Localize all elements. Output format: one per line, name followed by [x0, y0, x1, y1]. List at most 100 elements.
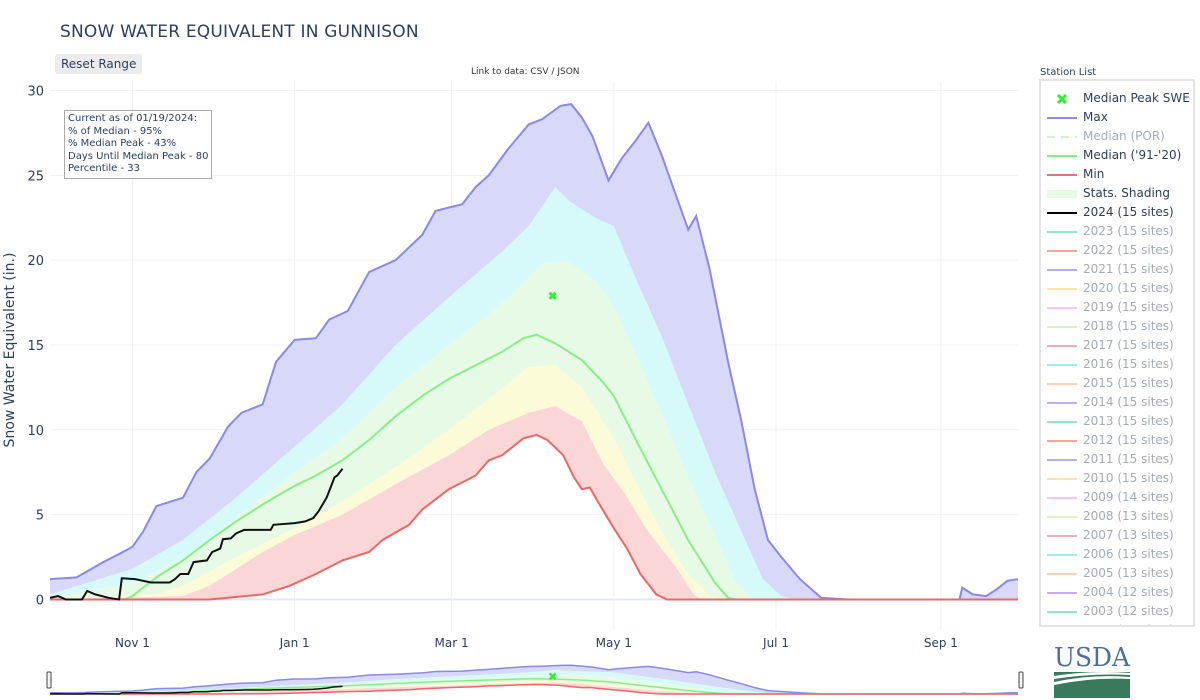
line-swatch-icon [1047, 207, 1077, 217]
legend-label: 2012 (15 sites) [1083, 432, 1174, 447]
legend-label: 2020 (15 sites) [1083, 280, 1174, 295]
legend-item[interactable]: 2007 (13 sites) [1041, 525, 1193, 544]
legend-item[interactable]: Median ('91-'20) [1041, 145, 1193, 164]
legend-label: 2018 (15 sites) [1083, 318, 1174, 333]
range-handle-left[interactable] [46, 671, 52, 689]
legend-item[interactable]: 2006 (13 sites) [1041, 544, 1193, 563]
legend-label: 2010 (15 sites) [1083, 470, 1174, 485]
json-link[interactable]: JSON [557, 67, 580, 77]
legend-item[interactable]: 2011 (15 sites) [1041, 449, 1193, 468]
legend-item[interactable]: 2017 (15 sites) [1041, 335, 1193, 354]
legend-item[interactable]: 2002 (12 sites) [1041, 620, 1193, 626]
legend-label: 2024 (15 sites) [1083, 204, 1174, 219]
legend-item[interactable]: Median Peak SWE [1041, 88, 1193, 107]
legend-label: 2003 (12 sites) [1083, 603, 1174, 618]
y-tick-label: 30 [27, 84, 44, 99]
legend-label: 2006 (13 sites) [1083, 546, 1174, 561]
legend-label: Min [1083, 166, 1105, 181]
range-median-peak-marker [548, 672, 557, 681]
line-swatch-icon [1047, 397, 1077, 407]
y-axis-ticks: 0 5 10 15 20 25 30 [27, 84, 44, 608]
legend-label: 2019 (15 sites) [1083, 299, 1174, 314]
legend-label: 2005 (13 sites) [1083, 565, 1174, 580]
legend-item[interactable]: Min [1041, 164, 1193, 183]
legend[interactable]: Median Peak SWE Max Median (POR) Median ('9… [1039, 79, 1195, 627]
legend-item[interactable]: 2016 (15 sites) [1041, 354, 1193, 373]
legend-label: 2002 (12 sites) [1083, 623, 1174, 626]
legend-label: 2007 (13 sites) [1083, 527, 1174, 542]
legend-label: Median Peak SWE [1083, 90, 1190, 105]
line-swatch-icon [1047, 264, 1077, 274]
band-p90-p70 [50, 187, 1018, 600]
legend-item[interactable]: 2018 (15 sites) [1041, 316, 1193, 335]
y-tick-label: 0 [36, 593, 44, 608]
legend-item[interactable]: 2012 (15 sites) [1041, 430, 1193, 449]
line-swatch-icon [1047, 340, 1077, 350]
legend-item[interactable]: 2013 (15 sites) [1041, 411, 1193, 430]
legend-item[interactable]: 2015 (15 sites) [1041, 373, 1193, 392]
line-swatch-icon [1047, 549, 1077, 559]
legend-item[interactable]: 2023 (15 sites) [1041, 221, 1193, 240]
legend-item[interactable]: Median (POR) [1041, 126, 1193, 145]
reset-range-button[interactable]: Reset Range [55, 54, 143, 74]
line-swatch-icon [1047, 112, 1077, 122]
legend-label: 2004 (12 sites) [1083, 584, 1174, 599]
legend-label: Median ('91-'20) [1083, 147, 1182, 162]
x-tick-label: Sep 1 [924, 636, 958, 650]
legend-item[interactable]: 2004 (12 sites) [1041, 582, 1193, 601]
legend-label: Max [1083, 109, 1108, 124]
legend-item[interactable]: 2008 (13 sites) [1041, 506, 1193, 525]
legend-label: 2023 (15 sites) [1083, 223, 1174, 238]
line-swatch-icon [1047, 492, 1077, 502]
legend-item[interactable]: Max [1041, 107, 1193, 126]
csv-link[interactable]: CSV [530, 67, 549, 77]
legend-label: 2009 (14 sites) [1083, 489, 1174, 504]
legend-item[interactable]: 2014 (15 sites) [1041, 392, 1193, 411]
legend-label: 2016 (15 sites) [1083, 356, 1174, 371]
range-median-line [50, 677, 1018, 695]
legend-item[interactable]: 2020 (15 sites) [1041, 278, 1193, 297]
series-lines [49, 103, 1019, 601]
current-as-of: Current as of 01/19/2024: [68, 113, 198, 124]
legend-label: 2008 (13 sites) [1083, 508, 1174, 523]
range-min-line [50, 683, 1018, 695]
x-tick-label: Jan 1 [279, 636, 310, 650]
legend-item[interactable]: 2024 (15 sites) [1041, 202, 1193, 221]
legend-label: 2017 (15 sites) [1083, 337, 1174, 352]
range-slider [46, 664, 1024, 695]
line-swatch-icon [1047, 511, 1077, 521]
chart-title: SNOW WATER EQUIVALENT IN GUNNISON [60, 22, 419, 42]
range-band-p90-p70 [50, 670, 1018, 694]
line-swatch-icon [1047, 359, 1077, 369]
line-swatch-icon [1047, 150, 1077, 160]
y-tick-label: 5 [36, 509, 44, 524]
legend-item[interactable]: Stats. Shading [1041, 183, 1193, 202]
line-swatch-icon [1047, 530, 1077, 540]
legend-item[interactable]: 2003 (12 sites) [1041, 601, 1193, 620]
usda-logo: USDA [1054, 643, 1131, 698]
min-line [50, 433, 1018, 601]
line-swatch-icon [1047, 321, 1077, 331]
stat-bands [50, 104, 1018, 600]
legend-label: 2015 (15 sites) [1083, 375, 1174, 390]
legend-item[interactable]: 2005 (13 sites) [1041, 563, 1193, 582]
x-tick-label: Jul 1 [762, 636, 789, 650]
x-tick-label: Mar 1 [435, 636, 469, 650]
range-max-line [49, 664, 1019, 695]
percent-median-peak: % Median Peak - 43% [68, 138, 177, 149]
range-current-line [49, 685, 343, 695]
line-swatch-icon [1047, 625, 1077, 626]
legend-item[interactable]: 2010 (15 sites) [1041, 468, 1193, 487]
usda-field-icon [1054, 672, 1130, 698]
x-axis-ticks: Nov 1 Jan 1 Mar 1 May 1 Jul 1 Sep 1 [115, 636, 958, 650]
legend-label: 2011 (15 sites) [1083, 451, 1174, 466]
range-handle-right[interactable] [1018, 671, 1024, 689]
legend-item[interactable]: 2019 (15 sites) [1041, 297, 1193, 316]
legend-item[interactable]: 2021 (15 sites) [1041, 259, 1193, 278]
line-swatch-icon [1047, 245, 1077, 255]
line-swatch-icon [1047, 378, 1077, 388]
legend-item[interactable]: 2022 (15 sites) [1041, 240, 1193, 259]
link-separator: / [551, 67, 555, 77]
legend-item[interactable]: 2009 (14 sites) [1041, 487, 1193, 506]
